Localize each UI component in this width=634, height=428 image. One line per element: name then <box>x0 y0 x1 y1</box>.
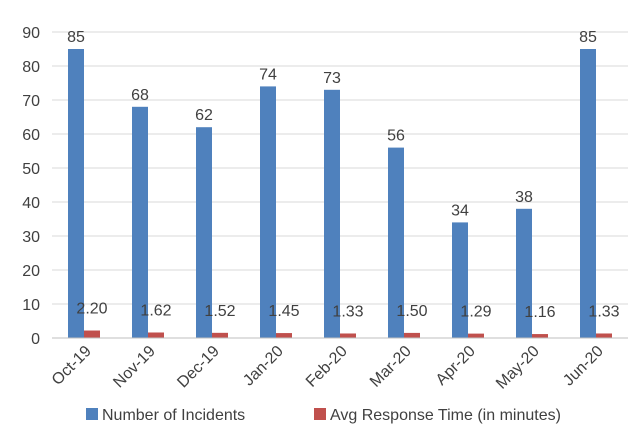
y-tick-label: 20 <box>22 263 40 280</box>
bars <box>68 49 612 339</box>
data-label-response-time: 1.50 <box>396 303 427 320</box>
data-label-response-time: 2.20 <box>76 301 107 318</box>
bar-response-time <box>468 333 484 338</box>
x-tick-label: Mar-20 <box>367 343 415 391</box>
x-tick-label: Dec-19 <box>174 343 223 392</box>
data-label-incidents: 74 <box>259 66 277 83</box>
bar-incidents <box>516 208 532 338</box>
x-tick-label: Oct-19 <box>49 343 95 389</box>
data-label-response-time: 1.45 <box>268 303 299 320</box>
y-tick-label: 80 <box>22 59 40 76</box>
bar-response-time <box>148 332 164 338</box>
data-label-incidents: 73 <box>323 70 341 87</box>
bar-incidents <box>324 89 340 338</box>
y-tick-label: 60 <box>22 127 40 144</box>
bar-response-time <box>404 332 420 338</box>
y-tick-label: 30 <box>22 229 40 246</box>
bar-response-time <box>596 333 612 338</box>
data-labels: 85 2.20 68 1.62 62 1.52 74 1.45 73 1.33 56 1.50 34 1.… <box>67 29 620 321</box>
data-label-incidents: 68 <box>131 87 149 104</box>
x-tick-label: Jan-20 <box>240 343 287 390</box>
data-label-incidents: 34 <box>451 202 469 219</box>
data-label-incidents: 56 <box>387 128 405 145</box>
bar-response-time <box>84 330 100 338</box>
bar-incidents <box>260 86 276 339</box>
y-tick-label: 10 <box>22 297 40 314</box>
y-tick-label: 40 <box>22 195 40 212</box>
x-tick-label: Feb-20 <box>303 343 351 391</box>
data-label-response-time: 1.29 <box>460 304 491 321</box>
data-label-response-time: 1.52 <box>204 303 235 320</box>
x-tick-label: Nov-19 <box>110 343 159 392</box>
data-label-response-time: 1.16 <box>524 304 555 321</box>
y-tick-label: 50 <box>22 161 40 178</box>
data-label-response-time: 1.62 <box>140 302 171 319</box>
bar-incidents <box>388 147 404 338</box>
x-tick-label: Apr-20 <box>433 343 479 389</box>
legend-label: Number of Incidents <box>102 407 245 424</box>
data-label-incidents: 85 <box>579 29 597 46</box>
data-label-incidents: 62 <box>195 107 213 124</box>
data-label-response-time: 1.33 <box>332 303 363 320</box>
x-axis-ticks: Oct-19 Nov-19 Dec-19 Jan-20 Feb-20 Mar-20 Apr-… <box>49 343 607 393</box>
legend-label: Avg Response Time (in minutes) <box>330 407 561 424</box>
bar-incidents <box>196 127 212 338</box>
bar-incidents <box>132 106 148 338</box>
legend-swatch <box>86 408 98 420</box>
bar-incidents <box>68 49 84 338</box>
x-tick-label: Jun-20 <box>560 343 607 390</box>
y-tick-label: 0 <box>31 331 40 348</box>
bar-incidents <box>580 49 596 338</box>
bar-response-time <box>532 334 548 338</box>
bar-incidents <box>452 222 468 338</box>
legend: Number of Incidents Avg Response Time (in… <box>86 407 561 424</box>
y-tick-label: 90 <box>22 25 40 42</box>
bar-response-time <box>340 333 356 338</box>
y-axis-ticks: 0 10 20 30 40 50 60 70 80 90 <box>22 25 40 348</box>
legend-swatch <box>314 408 326 420</box>
data-label-incidents: 85 <box>67 29 85 46</box>
data-label-incidents: 38 <box>515 189 533 206</box>
bar-response-time <box>212 332 228 338</box>
data-label-response-time: 1.33 <box>588 303 619 320</box>
y-tick-label: 70 <box>22 93 40 110</box>
bar-response-time <box>276 333 292 338</box>
x-tick-label: May-20 <box>493 343 543 393</box>
